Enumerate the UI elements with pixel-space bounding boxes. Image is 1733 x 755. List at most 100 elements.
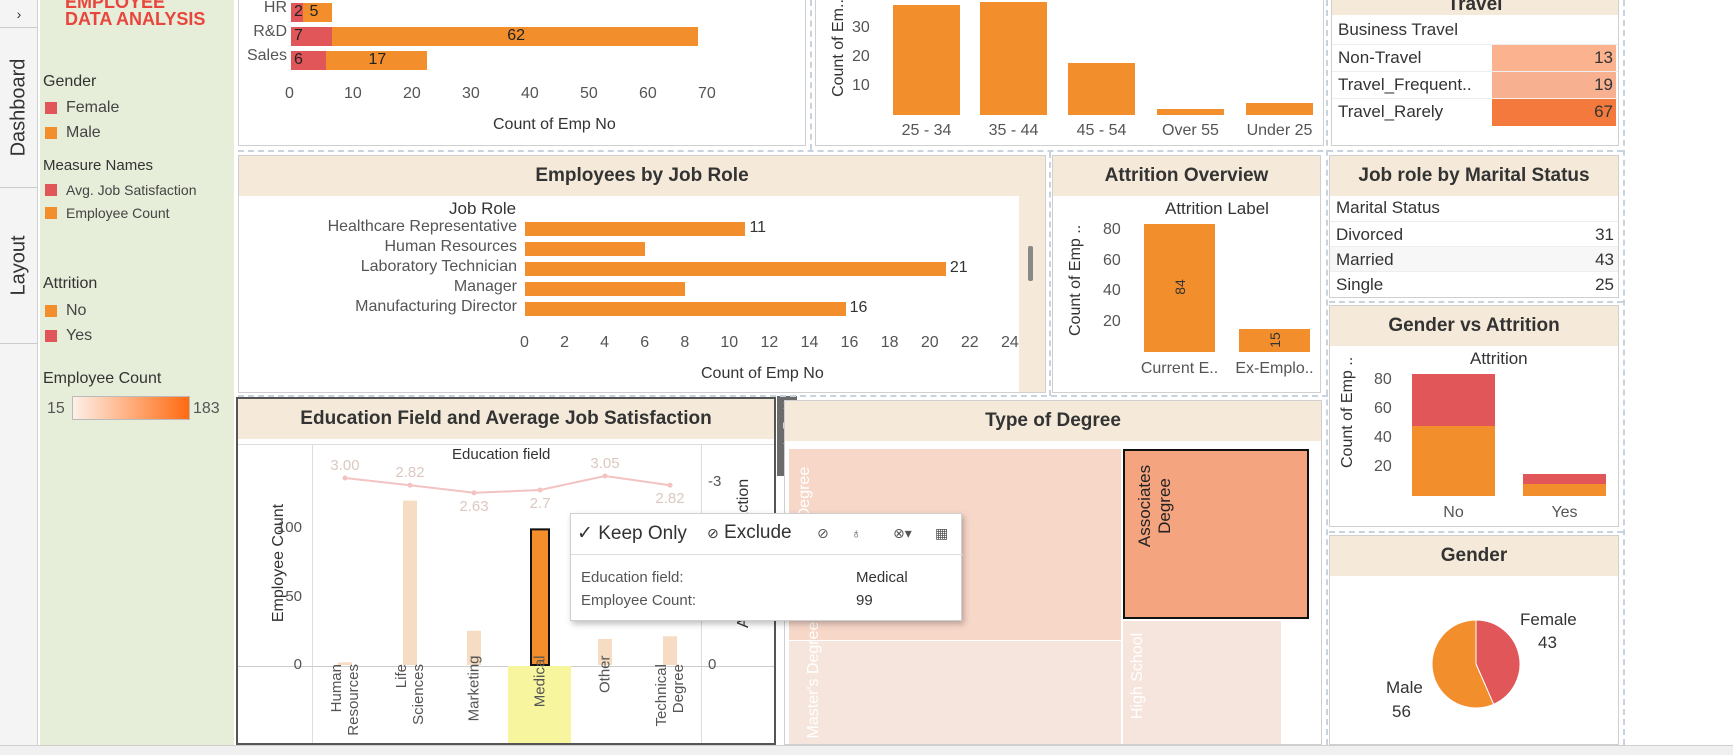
treemap-cell-associates[interactable]: Associates Degree bbox=[1123, 449, 1309, 619]
bottom-sheet-tabs[interactable] bbox=[0, 745, 1733, 755]
job-role-bar[interactable] bbox=[525, 222, 746, 236]
dept-bar-female-label: 2 bbox=[294, 3, 303, 20]
dept-bar-male[interactable]: 62 bbox=[332, 27, 699, 46]
job-role-label: Laboratory Technician bbox=[360, 258, 517, 275]
dashboard-tab-strip: › Dashboard Layout bbox=[0, 0, 38, 745]
travel-row[interactable]: Travel_Frequent.. 19 bbox=[1332, 71, 1618, 99]
dept-bar-female[interactable]: 6 bbox=[291, 51, 327, 70]
job-role-x-tick: 16 bbox=[840, 334, 859, 351]
logo-line-1: EMPLOYEE bbox=[65, 0, 166, 12]
travel-row[interactable]: Travel_Rarely 67 bbox=[1332, 98, 1618, 126]
employee-count-swatch bbox=[45, 207, 57, 219]
age-bar[interactable] bbox=[893, 4, 960, 115]
legend-item-avg-job-satisfaction[interactable]: Avg. Job Satisfaction bbox=[45, 182, 196, 198]
age-bar[interactable] bbox=[980, 1, 1047, 115]
job-role-bar[interactable] bbox=[525, 282, 686, 296]
travel-row-label: Travel_Frequent.. bbox=[1338, 75, 1472, 94]
job-role-label: Human Resources bbox=[384, 238, 518, 255]
age-bar[interactable] bbox=[1246, 103, 1313, 115]
avg-satisfaction-point bbox=[407, 482, 413, 488]
education-y-left-tick: 0 bbox=[293, 656, 302, 673]
education-bar bbox=[598, 638, 612, 665]
marital-row[interactable]: Single 25 bbox=[1330, 271, 1618, 296]
job-role-x-tick: 8 bbox=[680, 334, 690, 351]
job-role-x-tick: 10 bbox=[720, 334, 739, 351]
job-role-x-axis-label: Count of Emp No bbox=[701, 365, 824, 382]
pie-value-female: 43 bbox=[1538, 633, 1557, 652]
dept-bar-female[interactable]: 2 bbox=[291, 3, 303, 22]
travel-title: Travel bbox=[1332, 0, 1618, 15]
gender-attrition-bar-male[interactable] bbox=[1523, 484, 1606, 496]
job-role-bar[interactable] bbox=[525, 242, 646, 256]
education-x-label-text: Technical Degree bbox=[653, 664, 687, 727]
attrition-overview-title: Attrition Overview bbox=[1053, 156, 1320, 196]
dept-bar-male[interactable]: 5 bbox=[302, 3, 333, 22]
age-bar[interactable] bbox=[1157, 109, 1224, 115]
job-role-x-tick: 6 bbox=[640, 334, 650, 351]
gender-attrition-x-label: No bbox=[1443, 504, 1464, 521]
tab-dashboard[interactable]: Dashboard bbox=[0, 28, 38, 188]
dept-bar-female[interactable]: 7 bbox=[291, 27, 333, 46]
tab-layout[interactable]: Layout bbox=[0, 188, 38, 344]
keep-only-button[interactable]: ✓ Keep Only bbox=[577, 523, 687, 544]
dept-x-tick: 50 bbox=[580, 85, 598, 102]
group-members-icon[interactable]: ⊘ bbox=[817, 525, 829, 541]
education-chart-svg bbox=[338, 473, 677, 666]
attrition-overview-panel: Attrition Overview Attrition Label Count… bbox=[1052, 155, 1321, 393]
attrition-overview-y-tick: 40 bbox=[1103, 282, 1121, 300]
attrition-overview-bar[interactable]: 15 bbox=[1239, 329, 1310, 352]
set-icon[interactable]: ⊗▾ bbox=[893, 525, 912, 541]
age-y-tick: 30 bbox=[852, 19, 870, 36]
job-role-label: Manufacturing Director bbox=[355, 298, 517, 315]
education-x-label[interactable]: Technical Degree bbox=[630, 664, 710, 743]
treemap-cell-masters[interactable]: Master's Degree bbox=[789, 622, 1121, 744]
job-role-bar[interactable] bbox=[525, 302, 846, 316]
travel-header: Business Travel bbox=[1338, 20, 1458, 39]
count-max-label: 183 bbox=[193, 400, 220, 417]
job-role-bar-label: 16 bbox=[849, 299, 868, 316]
job-role-column-header: Job Role bbox=[449, 199, 517, 218]
age-y-axis-label: Count of Em.. bbox=[830, 0, 847, 97]
job-role-scroll-thumb[interactable] bbox=[1028, 246, 1033, 281]
age-x-label: 35 - 44 bbox=[988, 122, 1039, 139]
pin-icon[interactable]: ♁ bbox=[851, 525, 862, 541]
dept-bar-female-label: 6 bbox=[294, 51, 303, 68]
legend-item-employee-count[interactable]: Employee Count bbox=[45, 205, 170, 221]
gender-attrition-bar-female[interactable] bbox=[1523, 474, 1606, 485]
avg-satisfaction-label: 2.82 bbox=[395, 464, 425, 482]
marital-row-label: Divorced bbox=[1336, 225, 1404, 244]
travel-row-label: Travel_Rarely bbox=[1338, 102, 1444, 121]
expand-sidebar-button[interactable]: › bbox=[0, 0, 38, 28]
age-x-label: Over 55 bbox=[1162, 122, 1219, 139]
treemap-cell-high-school[interactable]: High School bbox=[1123, 621, 1281, 744]
marital-row[interactable]: Divorced 31 bbox=[1330, 221, 1618, 246]
legend-item-attrition-no[interactable]: No bbox=[45, 302, 86, 320]
dept-bar-male[interactable]: 17 bbox=[326, 51, 427, 70]
age-y-tick: 20 bbox=[852, 48, 870, 65]
legend-item-attrition-yes[interactable]: Yes bbox=[45, 327, 92, 345]
pie-label-female: Female bbox=[1520, 610, 1577, 629]
legend-item-female[interactable]: Female bbox=[45, 99, 119, 117]
gender-attrition-bar-female[interactable] bbox=[1412, 374, 1495, 427]
travel-row[interactable]: Non-Travel 13 bbox=[1332, 44, 1618, 72]
travel-row-value: 19 bbox=[1594, 75, 1613, 94]
avg-satisfaction-point bbox=[602, 473, 608, 479]
legend-item-male[interactable]: Male bbox=[45, 124, 101, 142]
attrition-legend-title: Attrition bbox=[43, 275, 98, 292]
attrition-overview-bar[interactable]: 84 bbox=[1144, 224, 1215, 352]
job-role-label: Healthcare Representative bbox=[327, 218, 517, 235]
job-role-bar[interactable] bbox=[525, 262, 946, 276]
age-bar[interactable] bbox=[1068, 62, 1135, 115]
dept-label: Sales bbox=[246, 47, 287, 64]
education-selected-highlight bbox=[508, 666, 571, 743]
education-bar bbox=[467, 630, 481, 665]
view-data-icon[interactable]: ▦ bbox=[935, 525, 949, 541]
travel-row-label: Non-Travel bbox=[1338, 48, 1422, 67]
gender-attrition-bar-male[interactable] bbox=[1412, 426, 1495, 496]
job-role-scrollbar[interactable] bbox=[1019, 196, 1045, 392]
education-x-label-text: Life Sciences bbox=[393, 664, 427, 725]
exclude-button[interactable]: ⊘ Exclude bbox=[707, 522, 792, 543]
legend-panel: EMPLOYEE DATA ANALYSIS Gender Female Mal… bbox=[40, 0, 234, 745]
education-x-label-text: Other bbox=[596, 655, 614, 694]
marital-row[interactable]: Married 43 bbox=[1330, 246, 1618, 271]
